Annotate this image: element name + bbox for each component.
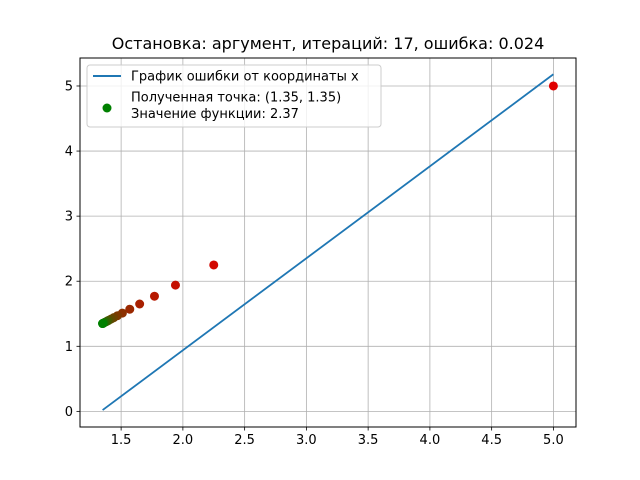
x-tick-label: 2.5 — [234, 433, 255, 448]
x-tick-label: 3.0 — [296, 433, 317, 448]
x-tick-label: 4.5 — [481, 433, 502, 448]
legend-label-value: Значение функции: 2.37 — [131, 107, 299, 122]
legend-label-point: Полученная точка: (1.35, 1.35) — [131, 91, 341, 106]
x-tick-label: 2.0 — [173, 433, 194, 448]
y-axis: 0 1 2 3 4 5 — [65, 79, 80, 420]
legend: График ошибки от координаты x Полученная… — [86, 64, 382, 128]
x-axis: 1.5 2.0 2.5 3.0 3.5 4.0 4.5 5.0 — [111, 427, 564, 448]
x-tick-label: 1.5 — [111, 433, 132, 448]
iteration-point — [170, 280, 180, 290]
legend-box — [86, 64, 382, 128]
points-layer — [98, 81, 558, 329]
iteration-point — [135, 299, 145, 309]
series-line-error — [102, 73, 554, 411]
chart-title: Остановка: аргумент, итераций: 17, ошибк… — [112, 34, 545, 53]
y-tick-label: 4 — [65, 145, 73, 160]
result-point — [98, 319, 108, 329]
y-tick-label: 1 — [65, 340, 73, 355]
y-tick-label: 5 — [65, 79, 73, 94]
y-tick-label: 0 — [65, 405, 73, 420]
iteration-point — [548, 81, 558, 91]
y-tick-label: 2 — [65, 275, 73, 290]
legend-point-swatch — [102, 103, 112, 113]
plot-frame — [79, 57, 577, 428]
iteration-point — [125, 304, 135, 314]
series-layer — [102, 73, 554, 411]
iteration-point — [149, 291, 159, 301]
legend-label-error-line: График ошибки от координаты x — [131, 70, 359, 85]
x-tick-label: 4.0 — [420, 433, 441, 448]
y-tick-label: 3 — [65, 210, 73, 225]
x-tick-label: 5.0 — [543, 433, 564, 448]
x-tick-label: 3.5 — [358, 433, 379, 448]
iteration-point — [209, 260, 219, 270]
